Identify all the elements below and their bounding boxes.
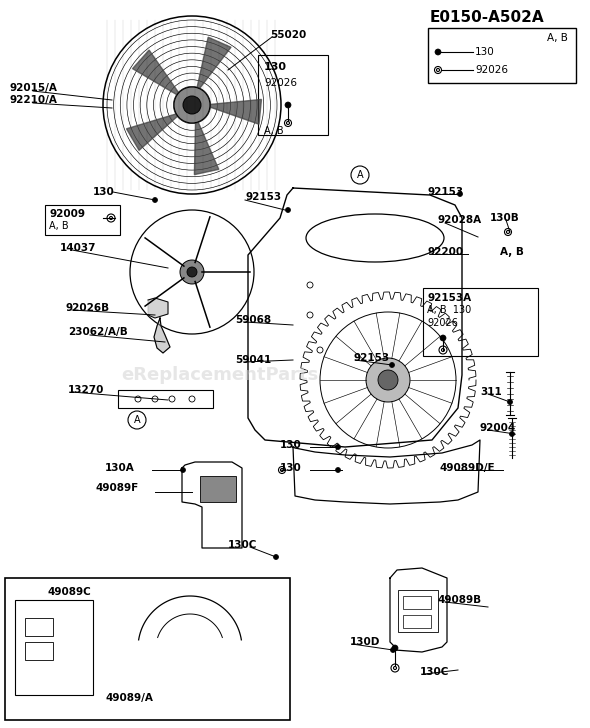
Text: E0150-A502A: E0150-A502A	[430, 10, 545, 25]
Text: 92026: 92026	[475, 65, 508, 75]
Text: 311: 311	[480, 387, 502, 397]
Circle shape	[378, 370, 398, 390]
Text: A, B: A, B	[547, 33, 568, 43]
Text: 49089B: 49089B	[438, 595, 482, 605]
Circle shape	[336, 467, 340, 472]
Bar	[403, 596, 431, 609]
Text: 92026B: 92026B	[65, 303, 109, 313]
Text: 92015/A: 92015/A	[10, 83, 58, 93]
Bar	[25, 642, 53, 660]
Text: 130D: 130D	[350, 637, 381, 647]
Bar	[423, 288, 538, 356]
Bar	[200, 476, 236, 502]
Text: 55020: 55020	[270, 30, 306, 40]
Polygon shape	[154, 318, 170, 353]
Text: A, B: A, B	[264, 126, 284, 136]
Bar	[45, 205, 120, 235]
Polygon shape	[126, 112, 182, 151]
Circle shape	[392, 645, 398, 651]
Circle shape	[187, 267, 197, 277]
Text: 92009: 92009	[49, 209, 85, 219]
Text: 92153: 92153	[428, 187, 464, 197]
Circle shape	[457, 191, 463, 197]
Circle shape	[507, 400, 513, 405]
Circle shape	[180, 260, 204, 284]
Circle shape	[440, 335, 446, 341]
Circle shape	[183, 96, 201, 114]
Text: 92210/A: 92210/A	[10, 95, 58, 105]
Circle shape	[174, 87, 210, 123]
Polygon shape	[148, 298, 168, 318]
Text: 130: 130	[475, 47, 495, 57]
Text: A: A	[357, 170, 363, 180]
Text: 14037: 14037	[60, 243, 97, 253]
Circle shape	[366, 358, 410, 402]
Polygon shape	[204, 100, 261, 124]
Text: 92200: 92200	[428, 247, 464, 257]
Text: 49089F: 49089F	[95, 483, 138, 493]
Text: 92026: 92026	[427, 318, 458, 328]
Polygon shape	[194, 116, 219, 175]
Text: A, B  130: A, B 130	[427, 305, 471, 315]
Text: 130C: 130C	[420, 667, 450, 677]
Text: 92026: 92026	[264, 78, 297, 88]
Circle shape	[181, 467, 185, 472]
Text: 130B: 130B	[490, 213, 520, 223]
Text: 92153: 92153	[245, 192, 281, 202]
Text: 59041: 59041	[235, 355, 271, 365]
Circle shape	[152, 197, 158, 202]
Text: 130: 130	[93, 187, 114, 197]
Bar	[258, 55, 328, 135]
Bar	[25, 618, 53, 636]
Circle shape	[389, 363, 395, 368]
Text: A, B: A, B	[49, 221, 68, 231]
Text: 49089/A: 49089/A	[105, 693, 153, 703]
Circle shape	[510, 432, 514, 437]
Text: 13270: 13270	[68, 385, 104, 395]
Text: eReplacementParts: eReplacementParts	[122, 366, 319, 384]
Text: 59068: 59068	[235, 315, 271, 325]
Circle shape	[435, 49, 441, 55]
Text: 92153: 92153	[353, 353, 389, 363]
Polygon shape	[133, 50, 182, 98]
Circle shape	[285, 102, 291, 108]
Circle shape	[336, 445, 340, 449]
Text: A: A	[134, 415, 140, 425]
Bar	[5, 578, 290, 720]
Bar	[15, 600, 93, 695]
Text: 130A: 130A	[105, 463, 135, 473]
Bar	[118, 390, 213, 408]
Bar	[403, 615, 431, 628]
Circle shape	[274, 555, 278, 560]
Bar	[428, 28, 576, 83]
Text: 49089D/E: 49089D/E	[440, 463, 496, 473]
Text: A, B: A, B	[500, 247, 524, 257]
Circle shape	[286, 207, 290, 213]
Bar	[398, 590, 438, 632]
Circle shape	[391, 647, 395, 652]
Text: 130: 130	[280, 440, 301, 450]
Text: 130: 130	[264, 62, 287, 72]
Text: 92028A: 92028A	[438, 215, 482, 225]
Text: 23062/A/B: 23062/A/B	[68, 327, 128, 337]
Text: 92004: 92004	[480, 423, 516, 433]
Text: 49089C: 49089C	[47, 587, 91, 597]
Polygon shape	[196, 37, 231, 94]
Text: 92153A: 92153A	[427, 293, 471, 303]
Text: 130: 130	[280, 463, 301, 473]
Text: 130C: 130C	[228, 540, 257, 550]
